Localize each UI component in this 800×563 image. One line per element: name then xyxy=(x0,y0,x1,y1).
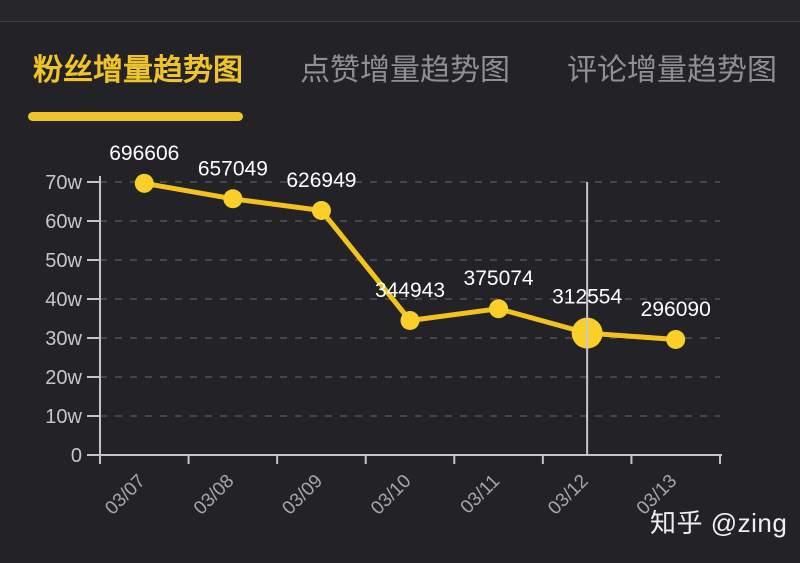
y-axis-label: 50w xyxy=(45,250,82,272)
data-label: 375074 xyxy=(464,267,534,290)
data-label: 344943 xyxy=(375,279,445,302)
tab-likes-trend[interactable]: 点赞增量趋势图 xyxy=(300,54,510,87)
y-axis-label: 20w xyxy=(45,367,82,389)
active-tab-underline xyxy=(28,112,243,121)
y-axis-label: 30w xyxy=(45,328,82,350)
data-label: 657049 xyxy=(198,157,268,180)
data-point[interactable] xyxy=(489,299,509,319)
data-point[interactable] xyxy=(311,200,331,220)
x-axis-label: 03/10 xyxy=(367,471,415,519)
x-axis-label: 03/12 xyxy=(544,471,592,519)
data-point[interactable] xyxy=(134,173,154,193)
y-axis-label: 70w xyxy=(45,172,82,194)
y-axis-label: 40w xyxy=(45,289,82,311)
x-axis-label: 03/07 xyxy=(101,471,149,519)
data-label: 312554 xyxy=(552,286,622,309)
status-topbar xyxy=(0,0,800,22)
chart-tab-bar: 粉丝增量趋势图 点赞增量趋势图 评论增量趋势图 xyxy=(33,54,777,87)
x-axis-label: 03/09 xyxy=(278,471,326,519)
data-point[interactable] xyxy=(223,189,243,209)
data-point[interactable] xyxy=(400,310,420,330)
y-axis-label: 60w xyxy=(45,211,82,233)
x-axis-label: 03/08 xyxy=(190,471,238,519)
watermark-zhihu: 知乎 @zing xyxy=(650,508,788,538)
data-label: 696606 xyxy=(109,142,179,165)
y-axis-label: 0 xyxy=(71,445,82,467)
data-label: 626949 xyxy=(286,169,356,192)
x-axis-label: 03/11 xyxy=(457,471,504,518)
tab-comments-trend[interactable]: 评论增量趋势图 xyxy=(567,54,777,87)
data-point[interactable] xyxy=(666,330,686,350)
y-axis-label: 10w xyxy=(45,406,82,428)
tab-fans-trend[interactable]: 粉丝增量趋势图 xyxy=(33,54,243,87)
data-label: 296090 xyxy=(641,298,711,321)
